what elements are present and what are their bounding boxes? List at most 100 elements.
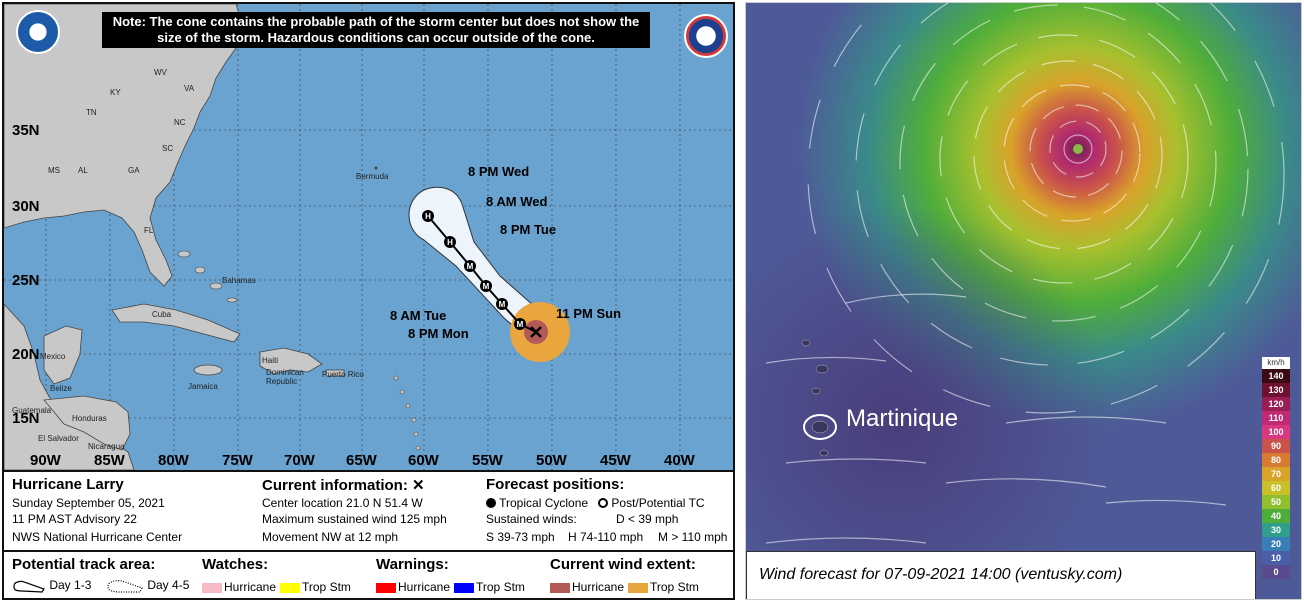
- state-label: AL: [78, 166, 88, 175]
- center-location: Center location 21.0 N 51.4 W: [262, 496, 423, 510]
- warn-hurricane-label: Hurricane: [398, 580, 451, 594]
- svg-text:M: M: [499, 300, 506, 309]
- watches-title: Watches:: [202, 556, 269, 573]
- day45-label: Day 4-5: [147, 578, 190, 592]
- warn-hurricane-swatch: [376, 582, 396, 593]
- scale-step: 10: [1262, 551, 1290, 565]
- lon-label-75w: 75W: [222, 452, 253, 469]
- nws-logo: [684, 14, 728, 58]
- watch-hurricane-key: Hurricane: [202, 580, 276, 594]
- scale-step: 130: [1262, 383, 1290, 397]
- hurricane-eye: [1073, 144, 1083, 154]
- lesser-antilles: [393, 375, 421, 451]
- state-label: SC: [162, 144, 174, 153]
- martinique-label: Martinique: [846, 405, 959, 432]
- m-category: M > 110 mph: [658, 530, 728, 544]
- scale-step: 120: [1262, 397, 1290, 411]
- track-map: H H M M M M Note: The cone contains the …: [4, 4, 733, 470]
- state-label: GA: [128, 166, 140, 175]
- central-america: [43, 395, 131, 451]
- wind-hurricane-swatch: [550, 582, 570, 593]
- warn-trop-swatch: [454, 582, 474, 593]
- marker-wed-pm: H: [422, 210, 434, 222]
- watch-hurricane-label: Hurricane: [224, 580, 277, 594]
- wind-forecast-map: Martinique km/h 140 130 120 110 100 90 8…: [745, 2, 1302, 600]
- wind-extent-title: Current wind extent:: [550, 556, 696, 573]
- state-label: MS: [48, 166, 60, 175]
- us-landmass: [4, 4, 243, 287]
- place-label: Honduras: [72, 414, 107, 423]
- lon-label-55w: 55W: [472, 452, 503, 469]
- advisory-info: Hurricane Larry Sunday September 05, 202…: [4, 470, 733, 550]
- svg-text:M: M: [467, 262, 474, 271]
- current-info-label: Current information:: [262, 477, 408, 494]
- jamaica: [193, 364, 223, 376]
- state-label: VA: [184, 84, 195, 93]
- storm-name: Hurricane Larry: [12, 476, 124, 493]
- wind-hurricane-key: Hurricane: [550, 580, 624, 594]
- day13-key: Day 1-3: [12, 578, 91, 593]
- lon-label-85w: 85W: [94, 452, 125, 469]
- day45-cone-icon: [107, 579, 143, 593]
- marker-tue-pm: M: [464, 260, 476, 272]
- tropical-cyclone-label: Tropical Cyclone: [499, 496, 589, 510]
- scale-step: 20: [1262, 537, 1290, 551]
- issuing-center: NWS National Hurricane Center: [12, 530, 183, 544]
- place-label: Haiti: [262, 356, 279, 365]
- place-label: Bermuda: [356, 172, 389, 181]
- place-label: Jamaica: [188, 382, 218, 391]
- h-category: H 74-110 mph: [568, 530, 644, 544]
- wind-field: [746, 3, 1301, 599]
- lat-label-35n: 35N: [12, 122, 40, 139]
- lon-label-65w: 65W: [346, 452, 377, 469]
- scale-step: 70: [1262, 467, 1290, 481]
- scale-unit: km/h: [1262, 357, 1290, 369]
- wind-streamlines: [765, 3, 1285, 544]
- watch-hurricane-swatch: [202, 582, 222, 593]
- current-position-x: [530, 326, 542, 338]
- svg-text:M: M: [517, 320, 524, 329]
- current-x-icon: ✕: [412, 477, 425, 494]
- scale-step: 30: [1262, 523, 1290, 537]
- bahamas: [177, 250, 238, 303]
- yucatan: [43, 325, 83, 385]
- state-label: KY: [110, 88, 121, 97]
- label-8pm-mon: 8 PM Mon: [408, 326, 469, 341]
- label-8am-wed: 8 AM Wed: [486, 194, 548, 209]
- warn-hurricane-key: Hurricane: [376, 580, 450, 594]
- wind-trop-swatch: [628, 582, 648, 593]
- scale-step: 110: [1262, 411, 1290, 425]
- forecast-key: Tropical Cyclone Post/Potential TC: [486, 496, 705, 510]
- hispaniola: [259, 347, 323, 375]
- lon-label-60w: 60W: [408, 452, 439, 469]
- place-label: Bahamas: [222, 276, 256, 285]
- antilles-islands: [801, 339, 829, 457]
- sustained-winds-label: Sustained winds:: [486, 512, 577, 526]
- lon-label-80w: 80W: [158, 452, 189, 469]
- place-label: Puerto Rico: [322, 370, 364, 379]
- svg-text:H: H: [447, 238, 453, 247]
- advisory-number: 11 PM AST Advisory 22: [12, 512, 137, 526]
- wind-forecast-caption: Wind forecast for 07-09-2021 14:00 (vent…: [746, 551, 1256, 599]
- lon-label-50w: 50W: [536, 452, 567, 469]
- state-label: FL: [144, 226, 154, 235]
- wind-speed-scale: km/h 140 130 120 110 100 90 80 70 60 50 …: [1262, 357, 1290, 579]
- day13-label: Day 1-3: [49, 578, 92, 592]
- warn-trop-label: Trop Stm: [476, 580, 525, 594]
- place-label: El Salvador: [38, 434, 79, 443]
- scale-step: 60: [1262, 481, 1290, 495]
- place-label: Nicaragua: [88, 442, 125, 451]
- day13-cone-icon: [13, 580, 45, 593]
- watch-trop-swatch: [280, 582, 300, 593]
- label-8pm-wed: 8 PM Wed: [468, 164, 530, 179]
- lon-label-40w: 40W: [664, 452, 695, 469]
- s-category: S 39-73 mph: [486, 530, 555, 544]
- place-label: Mexico: [40, 352, 66, 361]
- state-label: NC: [174, 118, 186, 127]
- movement: Movement NW at 12 mph: [262, 530, 399, 544]
- label-8pm-tue: 8 PM Tue: [500, 222, 557, 237]
- noaa-logo: [16, 10, 60, 54]
- current-info-title: Current information: ✕: [262, 476, 425, 494]
- wind-trop-label: Trop Stm: [650, 580, 699, 594]
- scale-step: 100: [1262, 425, 1290, 439]
